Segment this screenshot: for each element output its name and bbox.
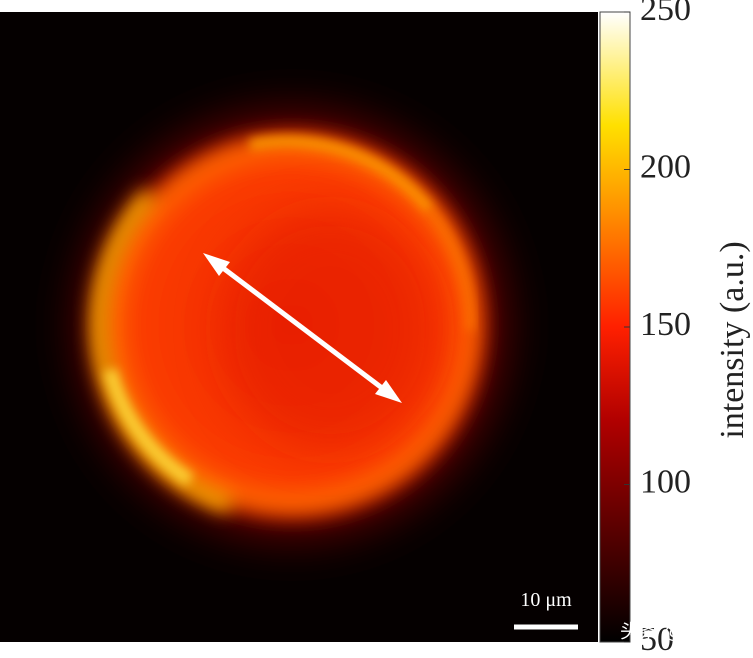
arrow <box>203 253 402 403</box>
watermark: 头条 @博科园 <box>620 621 740 643</box>
colorbar-label: intensity (a.u.) <box>714 241 751 438</box>
colorbar-tick-label: 250 <box>640 0 691 28</box>
colorbar-tick-label: 150 <box>640 306 691 343</box>
colorbar-tick-label: 200 <box>640 148 691 185</box>
colorbar-tick-label: 50 <box>640 621 674 658</box>
colorbar-tick-label: 100 <box>640 463 691 500</box>
micrograph: 10 μm <box>0 12 598 642</box>
scalebar-label: 10 μm <box>520 589 572 611</box>
